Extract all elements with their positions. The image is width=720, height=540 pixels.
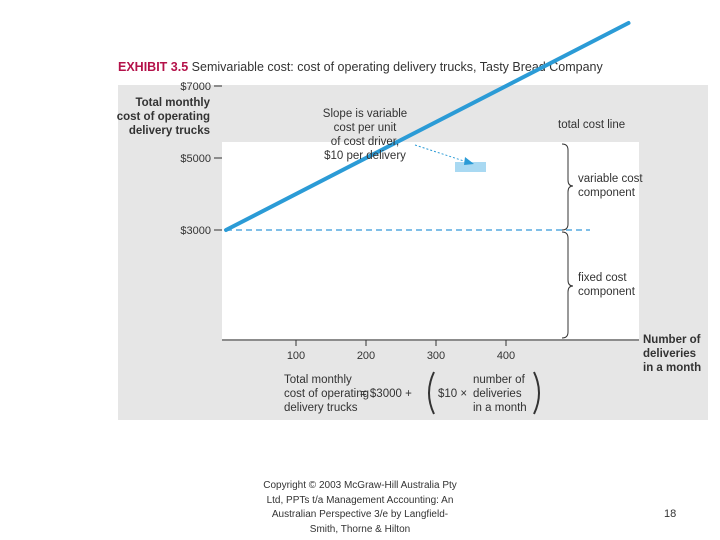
- copyright-line-2: Ltd, PPTs t/a Management Accounting: An: [266, 494, 454, 506]
- variable-cost-label-line-2: component: [578, 187, 636, 199]
- copyright-line-4: Smith, Thorne & Hilton: [309, 523, 411, 535]
- exhibit-label: EXHIBIT 3.5: [118, 60, 189, 74]
- y-axis-label-line-2: cost of operating: [117, 111, 210, 123]
- x-axis-label-line-3: in a month: [643, 362, 701, 374]
- fixed-cost-brace: [561, 231, 574, 339]
- x-tick-label: 200: [357, 350, 375, 362]
- x-axis-label-line-2: deliveries: [643, 348, 696, 360]
- exhibit-title: EXHIBIT 3.5 Semivariable cost: cost of o…: [118, 60, 603, 74]
- slope-highlight: [455, 162, 486, 172]
- page-number: 18: [664, 508, 677, 520]
- slope-arrowhead: [464, 157, 474, 165]
- formula-equals-fixed: = $3000 +: [360, 388, 412, 400]
- slope-annotation-line-1: Slope is variable: [323, 108, 407, 120]
- exhibit-caption: Semivariable cost: cost of operating del…: [191, 60, 603, 74]
- x-axis-label-line-1: Number of: [643, 334, 701, 346]
- formula-lhs-line-3: delivery trucks: [284, 402, 358, 414]
- formula-rate: $10 ×: [438, 388, 467, 400]
- slope-annotation-line-3: of cost driver,: [331, 136, 399, 148]
- formula-lhs-line-2: cost of operating: [284, 388, 369, 400]
- variable-cost-label-line-1: variable cost: [578, 173, 643, 185]
- plot-area: [222, 142, 639, 339]
- total-cost-line-label: total cost line: [558, 119, 625, 131]
- y-tick-label: $5000: [180, 153, 211, 165]
- copyright-line-3: Australian Perspective 3/e by Langfield-: [271, 509, 449, 520]
- fixed-cost-label-line-2: component: [578, 286, 636, 298]
- y-axis-label-line-1: Total monthly: [135, 97, 210, 109]
- x-tick-label: 100: [287, 350, 305, 362]
- x-tick-label: 400: [497, 350, 515, 362]
- y-tick-label: $3000: [180, 225, 211, 237]
- formula-right-paren: [533, 371, 540, 415]
- formula-lhs-line-1: Total monthly: [284, 374, 352, 386]
- formula-rhs-line-3: in a month: [473, 402, 527, 414]
- total-cost-line: [224, 21, 631, 232]
- formula-left-paren: [428, 371, 435, 415]
- slope-annotation-line-2: cost per unit: [334, 122, 397, 134]
- y-tick-label: $7000: [180, 81, 211, 93]
- y-axis-label-line-3: delivery trucks: [129, 125, 210, 137]
- x-tick-label: 300: [427, 350, 445, 362]
- slope-annotation-line-4: $10 per delivery: [324, 150, 406, 162]
- copyright-notice: Copyright © 2003 McGraw-Hill Australia P…: [240, 479, 480, 537]
- fixed-cost-label-line-1: fixed cost: [578, 272, 627, 284]
- formula-rhs-line-2: deliveries: [473, 388, 522, 400]
- formula-rhs-line-1: number of: [473, 374, 526, 386]
- variable-cost-brace: [561, 143, 574, 231]
- copyright-line-1: Copyright © 2003 McGraw-Hill Australia P…: [263, 480, 457, 491]
- slope-annotation-arrow: [414, 144, 471, 164]
